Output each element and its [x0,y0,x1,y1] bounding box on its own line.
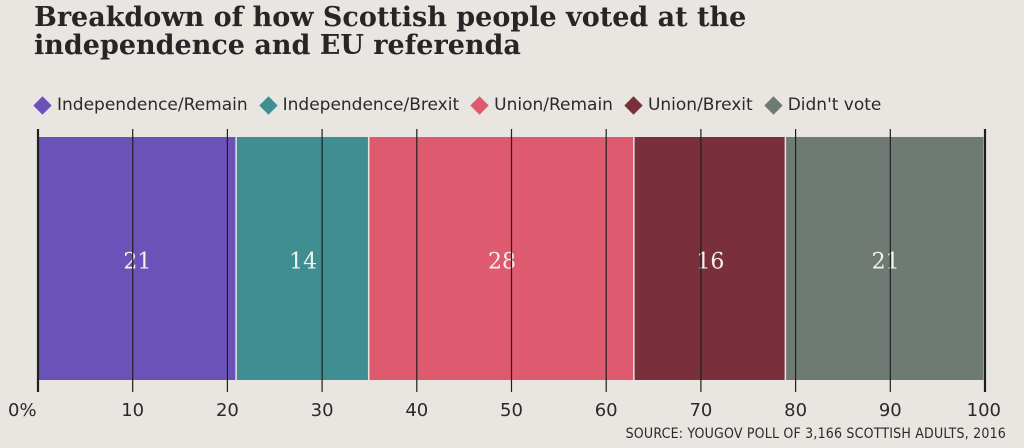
legend-label: Didn't vote [787,95,882,115]
bar-segment-3 [634,137,785,380]
tick-label-70: 70 [689,400,712,421]
tick-label-90: 90 [879,400,902,421]
legend-item-union-remain: Union/Remain [469,95,613,115]
chart-legend: Independence/Remain Independence/Brexit … [32,92,891,118]
tick-label-100: 100 [967,400,1001,421]
bar-value-label-4: 21 [872,250,900,275]
chart-title-line-1: Breakdown of how Scottish people voted a… [34,2,747,33]
chart-title: Breakdown of how Scottish people voted a… [34,4,934,60]
tick-label-20: 20 [216,400,239,421]
bar-segment-2 [369,137,634,380]
bar-value-label-0: 21 [123,250,151,275]
bar-segment-0 [38,137,236,380]
bar-segment-1 [236,137,368,380]
tick-label-50: 50 [500,400,523,421]
tick-label-80: 80 [784,400,807,421]
legend-label: Union/Brexit [647,95,753,115]
legend-item-didnt-vote: Didn't vote [763,95,882,115]
source-note: SOURCE: YOUGOV POLL OF 3,166 SCOTTISH AD… [625,426,1006,442]
legend-label: Independence/Brexit [282,95,460,115]
legend-label: Union/Remain [494,95,613,115]
chart-title-line-2: independence and EU referenda [34,30,521,61]
legend-item-independence-remain: Independence/Remain [32,95,248,115]
legend-label: Independence/Remain [57,95,248,115]
tick-label-40: 40 [405,400,428,421]
legend-item-union-brexit: Union/Brexit [623,95,753,115]
tick-label-0: 0% [8,400,37,421]
legend-item-independence-brexit: Independence/Brexit [258,95,460,115]
bar-value-label-1: 14 [289,250,317,275]
tick-label-10: 10 [121,400,144,421]
tick-label-60: 60 [595,400,618,421]
bar-segment-4 [786,137,984,380]
tick-label-30: 30 [311,400,334,421]
